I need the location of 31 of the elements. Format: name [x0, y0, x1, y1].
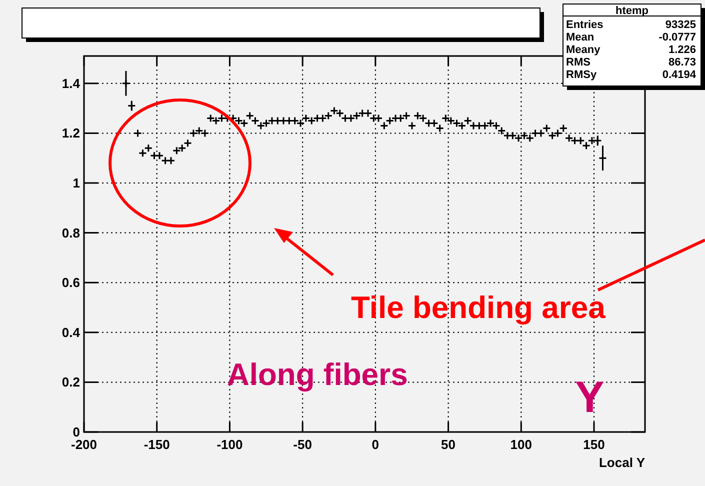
- x-tick-label: 100: [510, 437, 532, 452]
- text: 93325: [665, 19, 696, 31]
- annotation: Meany: [566, 44, 602, 56]
- y-tick-label: 0: [72, 424, 80, 440]
- y-tick-label: 0.2: [62, 374, 80, 390]
- y-tick-label: 1: [72, 175, 80, 190]
- x-tick-label: 50: [441, 437, 456, 452]
- x-tick-label: -100: [216, 437, 243, 452]
- text: 1.226: [668, 44, 696, 56]
- annotation: RMS: [566, 56, 590, 68]
- annotation: Y: [575, 373, 604, 422]
- x-tick-label: -150: [144, 437, 170, 452]
- text: Entries: [566, 19, 604, 31]
- annotation: RMSy: [566, 69, 598, 81]
- text: 0.4194: [662, 69, 697, 81]
- y-tick-label: 0.4: [62, 324, 81, 340]
- x-tick-label: 150: [583, 437, 605, 452]
- y-tick-label: 0.6: [62, 275, 80, 290]
- y-tick-label: 1.2: [62, 126, 80, 141]
- text: -0.0777: [658, 32, 696, 44]
- annotation: Tile bending area: [351, 290, 606, 325]
- text: 86.73: [668, 56, 696, 68]
- x-tick-label: -200: [70, 437, 98, 452]
- y-tick-label: 1.4: [62, 76, 81, 91]
- annotation: Along fibers: [227, 357, 408, 392]
- text: htemp: [616, 5, 649, 17]
- x-tick-label: -50: [293, 437, 312, 452]
- y-tick-label: 0.8: [62, 225, 80, 240]
- x-axis-title: Local Y: [598, 455, 646, 470]
- text: Mean: [566, 32, 594, 44]
- x-tick-label: 0: [372, 437, 380, 452]
